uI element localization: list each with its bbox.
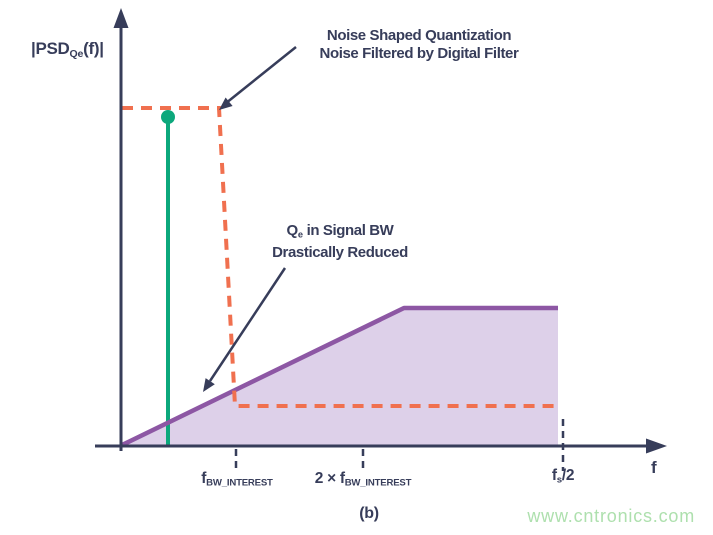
filter-note-arrow-shaft (227, 46, 297, 103)
filter-note: Noise Shaped Quantization Noise Filtered… (298, 27, 540, 62)
tick1-sub: BW_INTEREST (206, 477, 273, 489)
filter-note-line2: Noise Filtered by Digital Filter (319, 44, 519, 62)
tick2-sub: BW_INTEREST (344, 477, 412, 489)
tick3-sub: s (556, 474, 562, 486)
qe-note-line2: Drastically Reduced (272, 244, 408, 262)
signal-impulse-dot (161, 110, 175, 124)
tick-label-fbw-interest: fBW_INTEREST (201, 470, 273, 489)
x-axis-arrowhead-icon (646, 438, 667, 454)
x-axis-label: f (651, 458, 657, 477)
qe-note-arrow-shaft (208, 267, 287, 382)
y-axis-label-post: (f)| (83, 39, 104, 58)
qe-note-arrowhead-icon (203, 378, 215, 392)
tick2-pre: 2 × f (314, 470, 345, 487)
tick3-pre: f (551, 467, 557, 484)
tick1-pre: f (201, 470, 207, 487)
noise-envelope-fill (122, 308, 558, 445)
figure-caption: (b) (359, 505, 379, 522)
qe-note-line1-post: in Signal BW (302, 222, 394, 239)
qe-note: Qe in Signal BW Drastically Reduced (239, 222, 441, 262)
tick3-post: /2 (561, 467, 575, 484)
qe-note-arrow (203, 267, 287, 392)
filter-note-arrowhead-icon (219, 97, 233, 110)
qe-note-line1: Qe in Signal BW (239, 222, 441, 244)
filter-note-line1: Noise Shaped Quantization (326, 27, 512, 44)
qe-note-line1-pre: Q (286, 222, 299, 239)
filter-response-dashed-line (122, 106, 558, 408)
watermark: www.cntronics.com (527, 506, 695, 526)
y-axis-label: |PSDQe(f)| (31, 39, 104, 60)
noise-envelope-line (121, 305, 558, 448)
y-axis-label-sub: Qe (69, 47, 84, 60)
tick-label-2fbw-interest: 2 × fBW_INTEREST (315, 470, 412, 489)
y-axis-label-pre: |PSD (31, 39, 70, 58)
y-axis-arrowhead-icon (113, 8, 129, 28)
filter-note-arrow (219, 46, 297, 110)
tick-label-fs-half: fs/2 (551, 467, 575, 486)
qe-note-line1-sub: e (297, 229, 303, 240)
